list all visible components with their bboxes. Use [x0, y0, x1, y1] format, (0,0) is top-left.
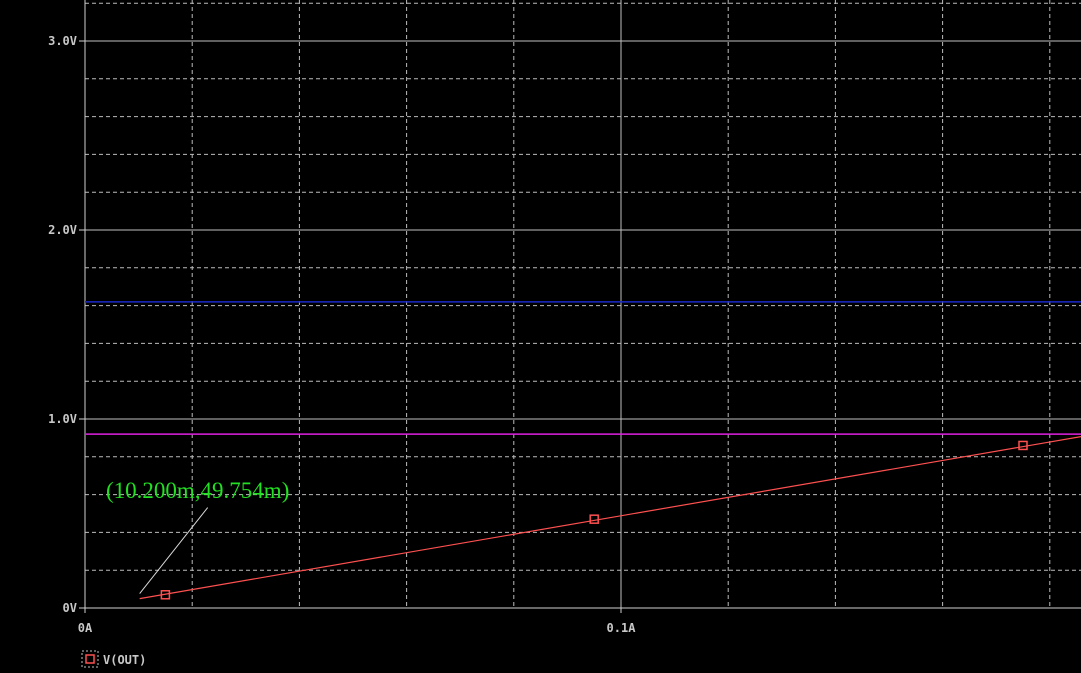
y-tick-label: 3.0V [48, 34, 77, 48]
series-marker [589, 514, 599, 524]
annotation-label: (10.200m,49.754m) [106, 478, 289, 503]
legend-marker-icon [85, 654, 95, 664]
series-marker [1018, 440, 1028, 451]
legend-frame [81, 650, 99, 668]
annotation-leader-line [139, 507, 209, 594]
x-tick-label: 0.1A [607, 621, 637, 635]
y-tick-label: 1.0V [48, 412, 77, 426]
cursors [85, 301, 1081, 435]
legend-label: V(OUT) [103, 653, 146, 667]
y-tick-label: 2.0V [48, 223, 77, 237]
y-tick-label: 0V [63, 601, 77, 615]
x-tick-labels: 0A0.1A0.2A0.3A [78, 608, 637, 635]
y-tick-labels: 0V 1.0V 2.0V 3.0V [48, 34, 85, 615]
x-tick-label: 0A [78, 621, 93, 635]
series-marker [160, 590, 171, 600]
grid [85, 0, 1081, 608]
series-line [139, 436, 1081, 600]
annotation: (10.200m,49.754m) [106, 478, 289, 594]
series [139, 436, 1081, 600]
legend[interactable]: V(OUT) [81, 650, 146, 668]
